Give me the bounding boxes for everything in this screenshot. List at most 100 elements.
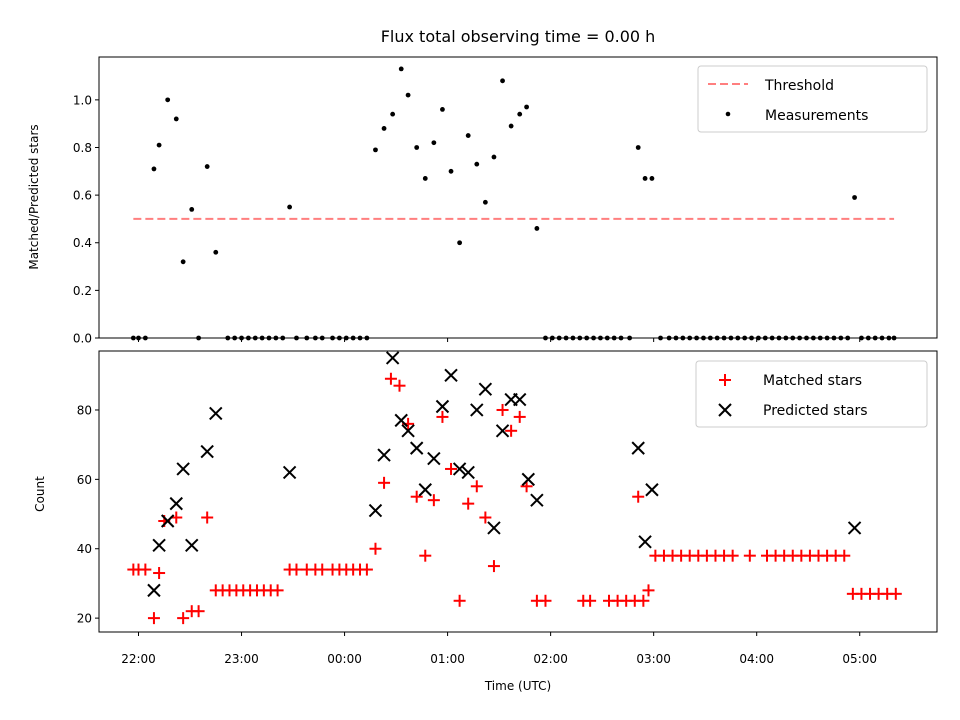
matched-star-point [496,403,509,416]
matched-star-point [147,612,160,625]
count-x-tick-label: 00:00 [327,652,362,666]
predicted-star-point [418,483,432,497]
count-panel: Count Time (UTC) 20 40 60 80 22:00 23:00 00:0… [33,350,938,693]
predicted-star-point [638,535,652,549]
measurement-point [130,335,136,341]
measurement-point [156,142,162,148]
count-x-axis-label: Time (UTC) [484,679,551,693]
matched-star-point [139,563,152,576]
measurement-point [872,335,878,341]
predicted-star-point [377,448,391,462]
count-y-tick-label: 40 [77,542,92,556]
matched-star-point [539,594,552,607]
predicted-star-point [487,521,501,535]
measurement-point [865,335,871,341]
measurement-point [343,335,349,341]
measurement-point [879,335,885,341]
predicted-star-point [409,441,424,455]
matched-star-point [889,587,902,600]
predicted-star-point [452,462,467,476]
predicted-star-point [847,521,862,535]
matched-star-point [290,563,303,576]
matched-star-point [513,410,526,423]
count-legend-box [695,360,928,428]
measurement-point [604,335,610,341]
count-x-tick-label: 02:00 [533,652,568,666]
ratio-y-tick-label: 0.2 [73,284,92,298]
predicted-star-point [200,444,214,459]
measurement-point [817,335,823,341]
measurement-point [635,145,641,150]
count-y-tick-label: 20 [77,612,92,626]
matched-star-point [419,549,432,562]
measurement-point [431,140,437,146]
measurement-point [398,66,404,72]
predicted-star-point [209,406,223,421]
measurement-point [749,335,754,341]
matched-star-point [632,490,645,503]
measurement-point [797,335,803,341]
measurement-point [769,335,775,341]
predicted-star-point [185,538,199,552]
measurement-point [618,335,624,341]
count-x-ticks: 22:00 23:00 00:00 01:00 02:00 03:00 04:00 05:00 [121,632,877,666]
threshold-legend-label: Threshold [764,78,834,94]
measurement-point [448,168,454,174]
matched-star-point [360,563,373,576]
measurement-point [838,335,844,341]
matched-star-point [436,410,449,423]
matched-star-point [642,584,655,597]
measurement-point [232,335,238,341]
predicted-star-point [160,514,175,528]
matched-star-point [453,594,466,607]
measurement-point [584,335,590,341]
measurement-point [136,335,141,341]
count-plot-frame [98,350,938,633]
measurement-point [173,116,179,122]
measurement-point [687,335,693,341]
measurement-point [294,335,299,341]
predicted-star-point [152,538,166,552]
predicted-star-point [394,413,408,428]
measurement-point [649,176,655,181]
measurement-point [735,335,741,341]
measurement-point [390,111,396,117]
matched-star-point [427,494,440,507]
predicted-star-point [521,472,536,487]
measurement-point [673,335,679,341]
measurements-legend-label: Measurements [765,108,868,124]
measurement-point [508,123,514,129]
count-y-tick-label: 60 [77,473,92,487]
measurement-point [728,335,734,341]
count-x-tick-label: 03:00 [636,652,671,666]
measurement-point [259,335,265,341]
measurement-point [474,161,480,167]
measurement-point [422,176,428,181]
predicted-star-point [401,424,415,438]
ratio-legend: Threshold Measurements [697,65,928,133]
measurement-point [845,335,851,341]
measurement-point [280,335,286,341]
measurement-point [762,335,768,341]
count-y-tick-label: 80 [77,403,92,417]
matched-star-point [393,379,406,392]
measurement-point [756,335,761,341]
measurement-point [142,335,148,341]
measurement-point [273,335,279,341]
predicted-star-point [470,403,484,417]
matched-star-point [479,511,492,524]
measurement-point [350,335,356,341]
measurements-legend-swatch [725,111,731,117]
ratio-y-tick-label: 0.0 [73,332,92,346]
count-x-tick-label: 04:00 [739,652,774,666]
predicted-star-point [427,451,441,466]
predicted-star-point [176,462,190,476]
measurement-point [266,335,272,341]
measurement-point [414,145,420,150]
measurement-point [742,335,748,341]
measurement-point [642,176,648,181]
matched-star-point [201,511,214,524]
measurement-point [707,335,713,341]
matched-star-point [726,549,739,562]
measurement-point [482,199,488,205]
